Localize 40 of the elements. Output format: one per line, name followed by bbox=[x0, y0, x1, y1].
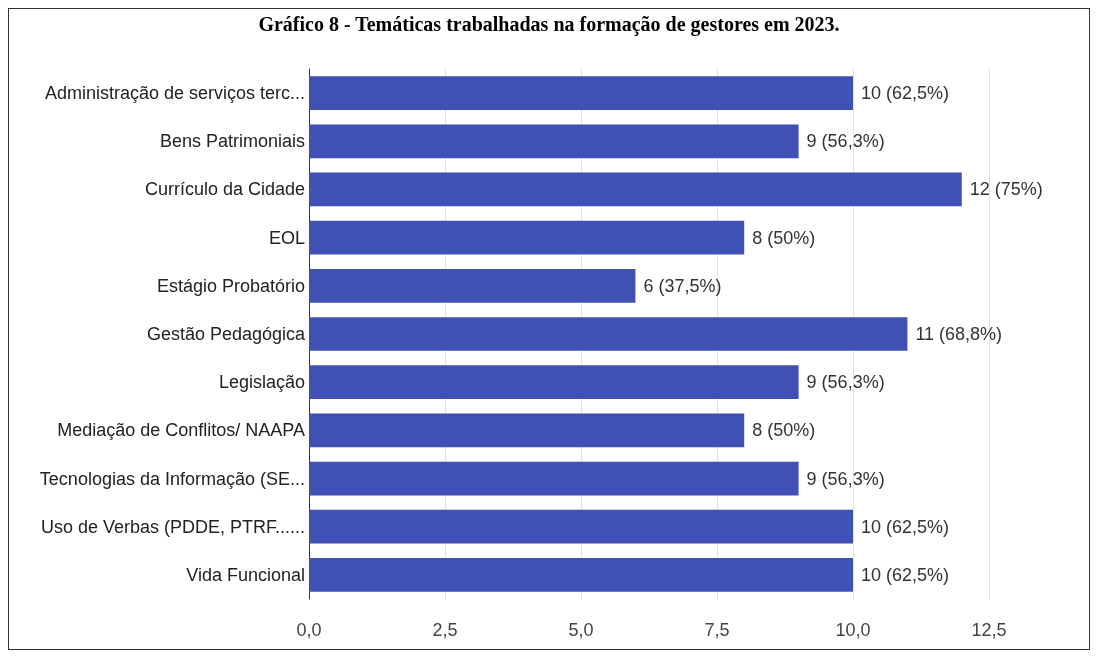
bar bbox=[309, 76, 853, 110]
data-label: 10 (62,5%) bbox=[861, 516, 950, 537]
bar bbox=[309, 172, 962, 207]
y-tick-label: Legislação bbox=[218, 372, 305, 393]
y-tick-label: Administração de serviços terc... bbox=[44, 83, 305, 104]
data-label: 12 (75%) bbox=[969, 179, 1043, 200]
y-tick-label: Bens Patrimoniais bbox=[159, 131, 305, 152]
y-tick-label: Tecnologias da Informação (SE... bbox=[39, 468, 305, 489]
bar bbox=[309, 413, 745, 448]
data-label: 9 (56,3%) bbox=[806, 372, 885, 393]
bar bbox=[309, 317, 908, 351]
x-tick-label: 0,0 bbox=[296, 620, 322, 640]
y-tick-label: Estágio Probatório bbox=[156, 275, 305, 296]
bar bbox=[309, 268, 636, 303]
data-label: 6 (37,5%) bbox=[643, 275, 722, 296]
y-tick-label: EOL bbox=[268, 227, 305, 248]
x-tick-label: 12,5 bbox=[971, 620, 1007, 640]
x-tick-label: 5,0 bbox=[568, 620, 594, 640]
bar bbox=[309, 365, 799, 400]
chart-title: Gráfico 8 - Temáticas trabalhadas na formação de gestores em 2023. bbox=[258, 13, 840, 36]
y-tick-label: Uso de Verbas (PDDE, PTRF...... bbox=[40, 516, 305, 537]
y-tick-label: Currículo da Cidade bbox=[144, 179, 305, 200]
y-tick-label: Gestão Pedagógica bbox=[146, 324, 306, 344]
y-tick-label: Mediação de Conflitos/ NAAPA bbox=[57, 420, 305, 441]
x-tick-label: 10,0 bbox=[835, 620, 871, 640]
y-tick-label: Vida Funcional bbox=[186, 564, 305, 585]
data-label: 8 (50%) bbox=[752, 227, 816, 248]
data-label: 11 (68,8%) bbox=[915, 324, 1003, 344]
x-tick-label: 7,5 bbox=[704, 620, 730, 640]
data-label: 9 (56,3%) bbox=[806, 468, 885, 489]
bar bbox=[309, 509, 853, 544]
x-tick-label: 2,5 bbox=[432, 620, 458, 640]
data-label: 9 (56,3%) bbox=[806, 131, 885, 152]
data-label: 8 (50%) bbox=[752, 420, 816, 441]
data-label: 10 (62,5%) bbox=[861, 564, 950, 585]
bar bbox=[309, 124, 799, 159]
bar bbox=[309, 220, 745, 255]
bar bbox=[309, 558, 853, 592]
data-label: 10 (62,5%) bbox=[861, 83, 950, 104]
bar bbox=[309, 461, 799, 496]
